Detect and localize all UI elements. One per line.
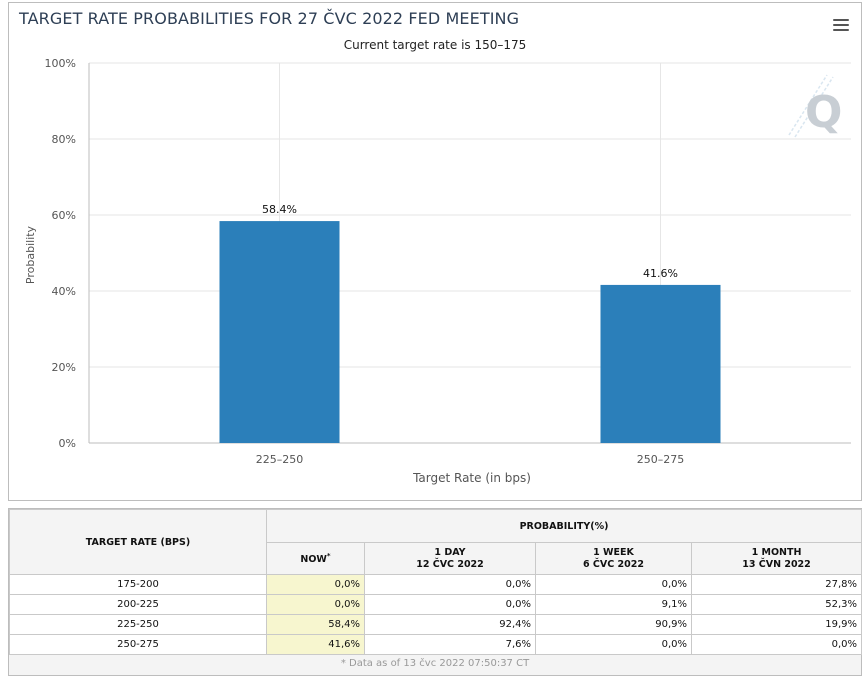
cell-rate: 175-200 xyxy=(9,574,267,595)
cell-now: 0,0% xyxy=(266,574,365,595)
cell-1-day: 0,0% xyxy=(364,574,536,595)
header-1-day: 1 DAY 12 ČVC 2022 xyxy=(364,542,536,575)
cell-1-day: 92,4% xyxy=(364,614,536,635)
hamburger-icon xyxy=(833,19,849,21)
cell-1-day: 0,0% xyxy=(364,594,536,615)
x-tick-label: 250–275 xyxy=(637,453,685,466)
header-probability: PROBABILITY(%) xyxy=(266,509,862,543)
cell-1-month: 27,8% xyxy=(691,574,862,595)
probability-table: TARGET RATE (BPS) PROBABILITY(%) NOW* 1 … xyxy=(9,509,862,655)
y-tick-label: 80% xyxy=(52,133,76,146)
y-tick-label: 40% xyxy=(52,285,76,298)
cell-rate: 225-250 xyxy=(9,614,267,635)
watermark-text: Q xyxy=(805,87,842,138)
y-tick-label: 20% xyxy=(52,361,76,374)
chart-title: TARGET RATE PROBABILITIES FOR 27 ČVC 202… xyxy=(19,9,520,28)
y-axis-title: Probability xyxy=(24,225,37,284)
probability-table-panel: TARGET RATE (BPS) PROBABILITY(%) NOW* 1 … xyxy=(8,508,862,676)
cell-now: 58,4% xyxy=(266,614,365,635)
cell-1-month: 52,3% xyxy=(691,594,862,615)
y-tick-label: 100% xyxy=(45,57,76,70)
bar[interactable] xyxy=(600,284,721,443)
y-tick-label: 0% xyxy=(59,437,76,450)
cell-1-month: 19,9% xyxy=(691,614,862,635)
cell-now: 41,6% xyxy=(266,634,365,655)
x-tick-label: 225–250 xyxy=(256,453,304,466)
cell-1-week: 0,0% xyxy=(535,574,692,595)
bar[interactable] xyxy=(219,221,340,443)
data-timestamp-footnote: * Data as of 13 čvc 2022 07:50:37 CT xyxy=(340,658,530,669)
table-row: 175-200 0,0% 0,0% 0,0% 27,8% xyxy=(9,574,862,595)
header-now: NOW* xyxy=(266,542,365,575)
cell-1-week: 0,0% xyxy=(535,634,692,655)
header-target-rate: TARGET RATE (BPS) xyxy=(9,509,267,575)
bar-data-label: 58.4% xyxy=(262,203,297,216)
cell-1-week: 90,9% xyxy=(535,614,692,635)
x-axis-title: Target Rate (in bps) xyxy=(412,471,531,485)
table-row: 225-250 58,4% 92,4% 90,9% 19,9% xyxy=(9,614,862,635)
cell-1-week: 9,1% xyxy=(535,594,692,615)
cell-1-month: 0,0% xyxy=(691,634,862,655)
chart-panel: TARGET RATE PROBABILITIES FOR 27 ČVC 202… xyxy=(8,2,862,501)
y-tick-label: 60% xyxy=(52,209,76,222)
header-1-month: 1 MONTH 13 ČVN 2022 xyxy=(691,542,862,575)
table-row: 200-225 0,0% 0,0% 9,1% 52,3% xyxy=(9,594,862,615)
chart-menu-button[interactable] xyxy=(833,19,849,33)
cell-now: 0,0% xyxy=(266,594,365,615)
bar-chart: Q 0% 20% 40% 60% 80% 100% 58.4% 225–250 41.6% 250… xyxy=(24,57,851,485)
bar-data-label: 41.6% xyxy=(643,267,678,280)
cell-rate: 250-275 xyxy=(9,634,267,655)
cell-rate: 200-225 xyxy=(9,594,267,615)
table-row: 250-275 41,6% 7,6% 0,0% 0,0% xyxy=(9,634,862,655)
watermark-logo: Q xyxy=(788,74,842,138)
cell-1-day: 7,6% xyxy=(364,634,536,655)
header-1-week: 1 WEEK 6 ČVC 2022 xyxy=(535,542,692,575)
chart-subtitle: Current target rate is 150–175 xyxy=(343,38,527,52)
